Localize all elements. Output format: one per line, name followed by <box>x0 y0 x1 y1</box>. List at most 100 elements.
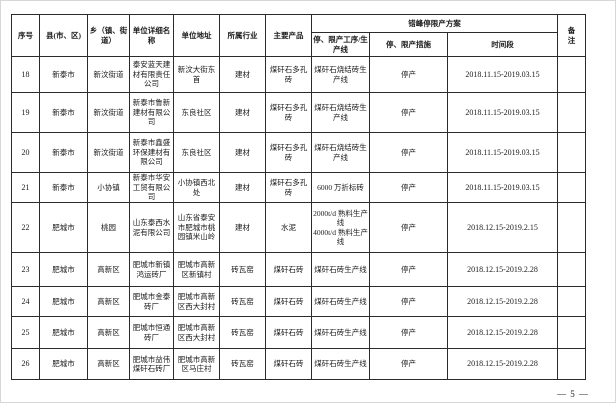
cell-remark <box>557 172 586 203</box>
cell-main-product: 煤矸石多孔砖 <box>265 92 312 133</box>
cell-process-line: 煤矸石烧结砖生产线 <box>311 92 370 133</box>
cell-township: 新汶街道 <box>87 92 130 133</box>
cell-process-line: 煤矸石烧结砖生产线 <box>311 56 370 93</box>
cell-county: 新泰市 <box>39 92 88 133</box>
cell-measure: 停产 <box>369 348 448 380</box>
cell-township: 新汶街道 <box>87 56 130 93</box>
cell-main-product: 煤矸石砖 <box>265 316 312 349</box>
cell-unit-name: 肥城市金泰砖厂 <box>129 286 174 317</box>
cell-township: 高新区 <box>87 348 130 380</box>
cell-remark <box>557 56 586 93</box>
table-row: 24 肥城市 高新区 肥城市金泰砖厂 肥城市高新区西大封村 砖瓦窑 煤矸石砖 煤矸石砖生产线停… <box>11 286 586 317</box>
table-row: 26 肥城市 高新区 肥城市益伟煤矸石砖厂 肥城市高新区马庄村 砖瓦窑 煤矸石砖 煤矸石砖生产… <box>11 348 586 380</box>
cell-main-product: 煤矸石多孔砖 <box>265 172 312 203</box>
cell-period: 2018.12.15-2019.2.28 <box>447 252 558 287</box>
cell-period: 2018.11.15-2019.03.15 <box>447 56 558 93</box>
cell-process-line: 2000t/d 熟料生产线 4000t/d 熟料生产线 <box>311 202 370 253</box>
cell-county: 肥城市 <box>39 252 88 287</box>
header-main-product: 主要产品 <box>265 14 312 57</box>
table-row: 19 新泰市 新汶街道 新泰市鲁新建材有限公司 东良社区 建材 煤矸石多孔砖 煤矸石烧结砖生产… <box>11 92 586 133</box>
header-industry: 所属行业 <box>219 14 266 57</box>
cell-main-product: 煤矸石多孔砖 <box>265 132 312 173</box>
table-body: 18 新泰市 新汶街道 泰安蓝天建材有限责任公司 新汶大街东首 建材 煤矸石多孔砖 煤矸石烧结… <box>11 56 586 380</box>
cell-period: 2018.11.15-2019.03.15 <box>447 92 558 133</box>
cell-unit-name: 肥城市新镇鸿运砖厂 <box>129 252 174 287</box>
header-row-top: 序号 县(市、区) 乡（镇、街道） 单位详细名称 单位地址 所属行业 主要产品 … <box>11 14 586 57</box>
cell-remark <box>557 348 586 380</box>
cell-unit-address: 肥城市高新区西大封村 <box>173 316 220 349</box>
header-row-sub: 停、限产工序/生产线 停、限产措施 时间段 <box>12 32 586 57</box>
cell-main-product: 煤矸石砖 <box>265 286 312 317</box>
cell-index: 21 <box>11 172 40 203</box>
page-number: — 5 — <box>557 389 589 399</box>
cell-county: 肥城市 <box>39 202 88 253</box>
cell-county: 新泰市 <box>39 132 88 173</box>
cell-remark <box>557 92 586 133</box>
cell-period: 2018.11.15-2019.03.15 <box>447 132 558 173</box>
cell-unit-name: 新泰市华安工贸有限公司 <box>129 172 174 203</box>
cell-township: 高新区 <box>87 252 130 287</box>
cell-unit-address: 东良社区 <box>173 92 220 133</box>
cell-remark <box>557 316 586 349</box>
cell-measure: 停产 <box>369 286 448 317</box>
cell-unit-address: 东良社区 <box>173 132 220 173</box>
cell-measure: 停产 <box>369 92 448 133</box>
cell-main-product: 煤矸石砖 <box>265 252 312 287</box>
cell-unit-address: 肥城市高新区西大封村 <box>173 286 220 317</box>
cell-industry: 砖瓦窑 <box>219 252 266 287</box>
cell-industry: 建材 <box>219 92 266 133</box>
cell-township: 小协镇 <box>87 172 130 203</box>
cell-county: 肥城市 <box>39 316 88 349</box>
table-row: 22 肥城市 桃园 山东泰西水泥有限公司 山东省泰安市肥城市桃园镇米山岭 建材 水泥 2000… <box>11 202 586 253</box>
cell-unit-address: 山东省泰安市肥城市桃园镇米山岭 <box>173 202 220 253</box>
cell-unit-name: 肥城市益伟煤矸石砖厂 <box>129 348 174 380</box>
cell-unit-name: 肥城市恒通砖厂 <box>129 316 174 349</box>
cell-process-line: 煤矸石砖生产线 <box>311 252 370 287</box>
cell-index: 23 <box>11 252 40 287</box>
cell-remark <box>557 252 586 287</box>
header-unit-address: 单位地址 <box>173 14 220 57</box>
cell-remark <box>557 202 586 253</box>
cell-period: 2018.12.15-2019.2.28 <box>447 316 558 349</box>
cell-measure: 停产 <box>369 202 448 253</box>
cell-period: 2018.11.15-2019.03.15 <box>447 172 558 203</box>
cell-measure: 停产 <box>369 172 448 203</box>
cell-period: 2018.12.15-2019.2.28 <box>447 286 558 317</box>
cell-county: 肥城市 <box>39 286 88 317</box>
header-remarks-label: 备注 <box>567 25 576 45</box>
table-row: 23 肥城市 高新区 肥城市新镇鸿运砖厂 肥城市高新区新镇村 砖瓦窑 煤矸石砖 煤矸石砖生产线… <box>11 252 586 287</box>
table-row: 18 新泰市 新汶街道 泰安蓝天建材有限责任公司 新汶大街东首 建材 煤矸石多孔砖 煤矸石烧结… <box>11 56 586 93</box>
cell-industry: 建材 <box>219 56 266 93</box>
cell-index: 20 <box>11 132 40 173</box>
cell-main-product: 水泥 <box>265 202 312 253</box>
cell-index: 18 <box>11 56 40 93</box>
cell-township: 桃园 <box>87 202 130 253</box>
cell-county: 新泰市 <box>39 172 88 203</box>
header-township: 乡（镇、街道） <box>87 14 130 57</box>
header-plan-group: 错峰停限产方案 <box>311 14 558 33</box>
cell-township: 新汶街道 <box>87 132 130 173</box>
header-process-line: 停、限产工序/生产线 <box>311 32 370 57</box>
cell-index: 26 <box>11 348 40 380</box>
cell-industry: 砖瓦窑 <box>219 316 266 349</box>
cell-remark <box>557 286 586 317</box>
cell-process-line: 6000 万折标砖 <box>311 172 370 203</box>
cell-unit-name: 新泰市鑫盛环保建材有限公司 <box>129 132 174 173</box>
cell-remark <box>557 132 586 173</box>
cell-industry: 砖瓦窑 <box>219 286 266 317</box>
cell-industry: 建材 <box>219 132 266 173</box>
cell-measure: 停产 <box>369 56 448 93</box>
cell-process-line: 煤矸石烧结砖生产线 <box>311 132 370 173</box>
cell-unit-name: 新泰市鲁新建材有限公司 <box>129 92 174 133</box>
cell-period: 2018.12.15-2019.2.15 <box>447 202 558 253</box>
table-row: 25 肥城市 高新区 肥城市恒通砖厂 肥城市高新区西大封村 砖瓦窑 煤矸石砖 煤矸石砖生产线停… <box>11 316 586 349</box>
cell-township: 高新区 <box>87 316 130 349</box>
cell-unit-address: 新汶大街东首 <box>173 56 220 93</box>
cell-county: 肥城市 <box>39 348 88 380</box>
cell-process-line: 煤矸石砖生产线 <box>311 286 370 317</box>
cell-process-line: 煤矸石砖生产线 <box>311 316 370 349</box>
header-unit-name: 单位详细名称 <box>129 14 174 57</box>
cell-index: 22 <box>11 202 40 253</box>
cell-county: 新泰市 <box>39 56 88 93</box>
